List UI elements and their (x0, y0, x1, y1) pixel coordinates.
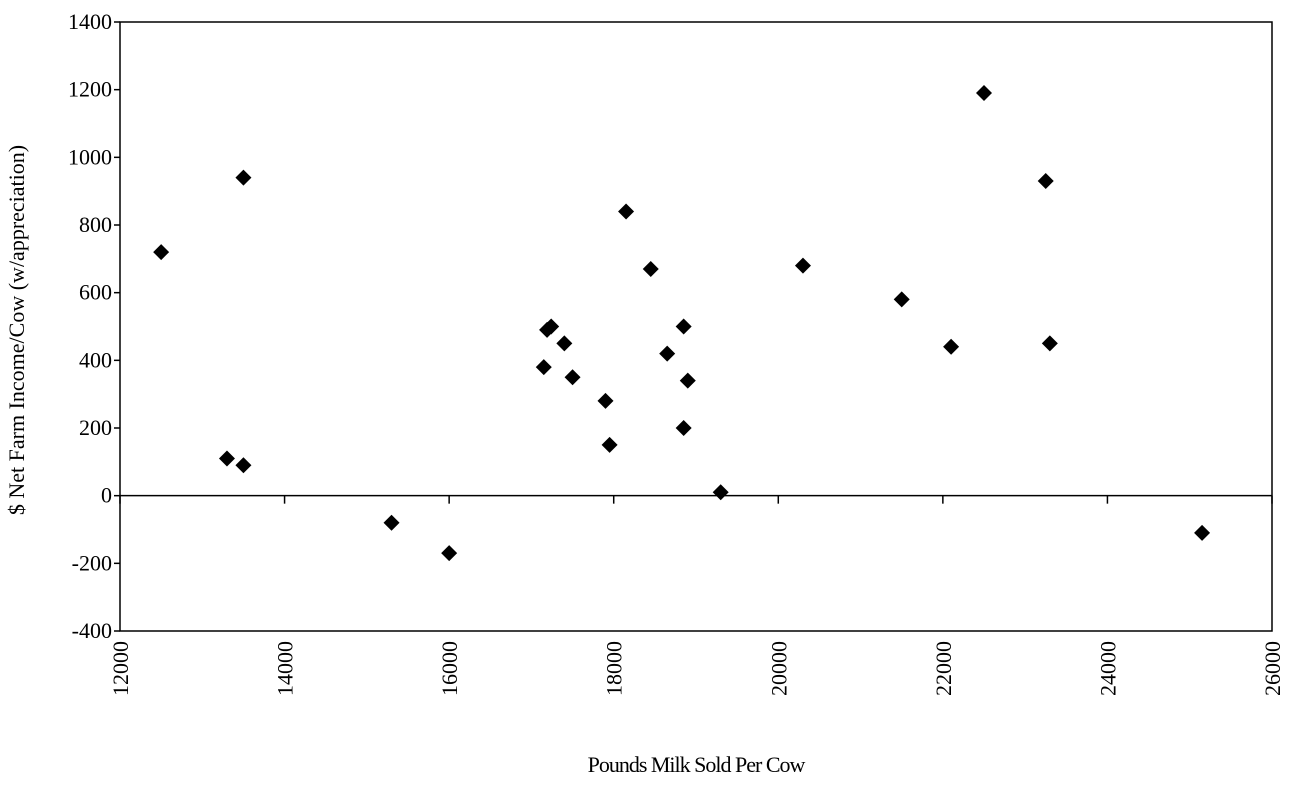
data-point (943, 338, 960, 355)
y-tick-label: 200 (79, 415, 112, 440)
x-tick-label: 12000 (108, 641, 133, 696)
data-point (153, 244, 170, 261)
data-point (794, 257, 811, 274)
data-point (618, 203, 635, 220)
x-tick-label: 22000 (931, 641, 956, 696)
data-point (218, 450, 235, 467)
x-tick-label: 24000 (1095, 641, 1120, 696)
x-tick-label: 14000 (273, 641, 298, 696)
data-point (659, 345, 676, 362)
data-point (1194, 524, 1211, 541)
x-tick-label: 18000 (602, 641, 627, 696)
data-point (564, 369, 581, 386)
y-tick-label: 600 (79, 280, 112, 305)
data-point (642, 260, 659, 277)
data-point (1041, 335, 1058, 352)
data-point (543, 318, 560, 335)
data-point (441, 545, 458, 562)
data-point (235, 169, 252, 186)
data-point (235, 457, 252, 474)
y-tick-label: 1000 (68, 144, 112, 169)
data-point (597, 392, 614, 409)
data-point (383, 514, 400, 531)
y-tick-label: 0 (101, 483, 112, 508)
data-point (893, 291, 910, 308)
data-point (1037, 173, 1054, 190)
data-point (601, 436, 618, 453)
x-tick-label: 20000 (766, 641, 791, 696)
data-point (556, 335, 573, 352)
y-tick-label: 400 (79, 347, 112, 372)
y-tick-label: -200 (72, 550, 112, 575)
data-point (675, 420, 692, 436)
y-tick-label: 1400 (68, 9, 112, 34)
data-point (712, 484, 729, 501)
data-point (535, 359, 552, 376)
y-tick-label: 1200 (68, 77, 112, 102)
data-point (675, 318, 692, 335)
plot-frame (119, 21, 1273, 632)
x-tick-label: 26000 (1260, 641, 1285, 696)
y-tick-label: 800 (79, 212, 112, 237)
y-axis-label: $ Net Farm Income/Cow (w/appreciation) (4, 145, 29, 515)
data-point (679, 372, 696, 389)
x-axis-label: Pounds Milk Sold Per Cow (588, 752, 806, 777)
y-tick-label: -400 (72, 618, 112, 643)
data-point (976, 85, 992, 102)
x-tick-label: 16000 (437, 641, 462, 696)
